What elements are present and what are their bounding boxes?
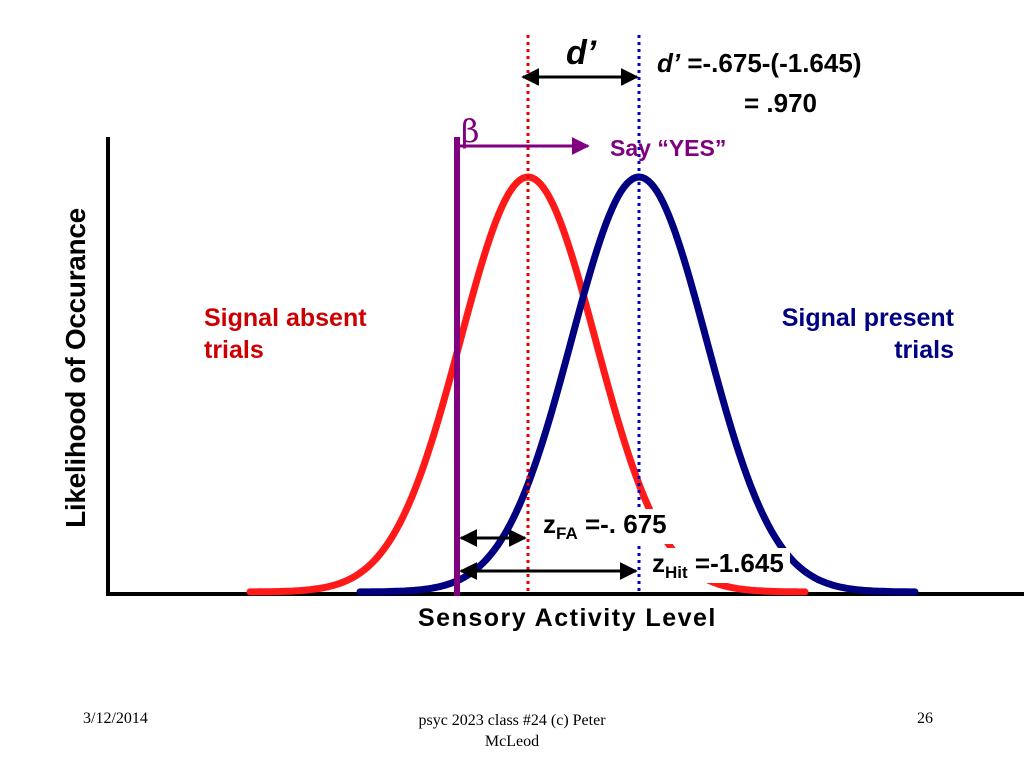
footer-course-line1: psyc 2023 class #24 (c) Peter bbox=[418, 712, 606, 729]
signal-present-line1: Signal present bbox=[781, 304, 954, 332]
z-fa-value: =-. 675 bbox=[577, 509, 667, 539]
x-axis-label: Sensory Activity Level bbox=[418, 604, 717, 632]
z-hit-symbol: z bbox=[652, 548, 665, 578]
d-prime-result: = .970 bbox=[744, 88, 818, 118]
footer-date: 3/12/2014 bbox=[83, 710, 148, 727]
signal-present-line2: trials bbox=[894, 336, 954, 364]
d-prime-label: d’ bbox=[566, 34, 597, 72]
d-prime-formula-symbol: d’ bbox=[657, 48, 681, 78]
y-axis-label: Likelihood of Occurance bbox=[60, 208, 91, 528]
z-fa-subscript: FA bbox=[556, 524, 578, 544]
footer-slide-number: 26 bbox=[917, 710, 933, 727]
beta-label: β bbox=[461, 112, 480, 150]
signal-absent-line2: trials bbox=[204, 336, 264, 364]
z-fa-symbol: z bbox=[543, 509, 556, 539]
signal-absent-line1: Signal absent bbox=[204, 304, 367, 332]
z-fa-label: zFA =-. 675 bbox=[537, 509, 673, 545]
d-prime-formula-expr: =-.675-(-1.645) bbox=[680, 48, 862, 78]
signal-absent-label: Signal absent trials bbox=[204, 302, 367, 366]
footer-course-line2: McLeod bbox=[484, 733, 540, 750]
z-hit-subscript: Hit bbox=[665, 563, 688, 583]
signal-present-label: Signal present trials bbox=[782, 302, 954, 366]
z-hit-label: zHit =-1.645 bbox=[646, 548, 790, 584]
footer-course: psyc 2023 class #24 (c) Peter McLeod bbox=[418, 710, 605, 752]
d-prime-formula: d’ =-.675-(-1.645) bbox=[657, 48, 861, 79]
say-yes-label: Say “YES” bbox=[610, 135, 727, 161]
z-hit-value: =-1.645 bbox=[687, 548, 784, 578]
